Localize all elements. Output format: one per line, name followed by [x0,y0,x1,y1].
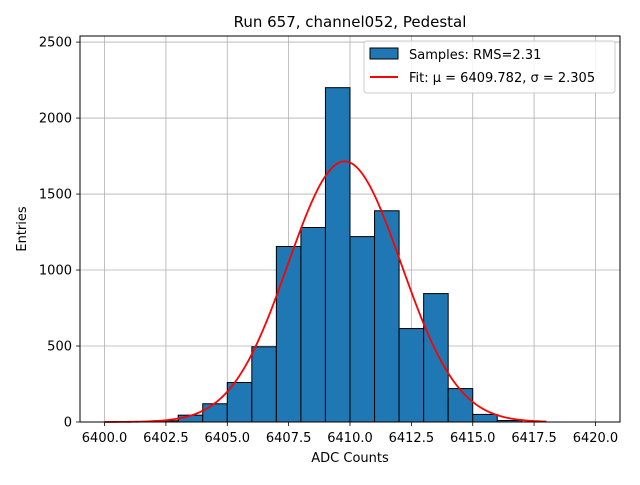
legend-histogram-swatch [369,47,399,60]
histogram-bar [398,328,425,423]
y-axis-ticks: 0 500 1000 1500 2000 2500 [39,36,80,431]
histogram-bars [153,87,523,423]
fit-curve-layer [104,160,547,423]
histogram-bar [300,226,326,423]
y-tick-label: 500 [47,340,72,355]
histogram-bar [349,236,376,423]
x-tick-label: 6407.5 [266,431,312,446]
y-axis-label: Entries [15,206,30,252]
x-tick-label: 6417.5 [511,431,557,446]
y-tick-label: 2500 [39,36,72,51]
histogram-bar [447,388,474,423]
x-tick-label: 6415.0 [450,431,496,446]
x-tick-label: 6405.0 [205,431,251,446]
chart-title: Run 657, channel052, Pedestal [234,13,467,31]
x-tick-label: 6420.0 [573,431,619,446]
histogram-bar [374,210,400,423]
histogram-bar [202,403,228,423]
y-tick-label: 0 [64,416,72,431]
x-axis-ticks: 6400.0 6402.5 6405.0 6407.5 6410.0 6412.5 6415… [82,422,618,446]
x-axis-label: ADC Counts [311,451,389,466]
y-tick-label: 1500 [39,188,72,203]
histogram-bar [275,245,302,423]
x-tick-label: 6410.0 [327,431,373,446]
legend-fit-label: Fit: μ = 6409.782, σ = 2.305 [409,71,595,86]
y-tick-label: 1000 [39,264,72,279]
legend: Samples: RMS=2.31 Fit: μ = 6409.782, σ =… [363,40,616,94]
histogram-bar [324,87,351,423]
histogram-bar [251,346,277,423]
histogram-bar [472,413,498,423]
histogram-bar [226,381,253,423]
legend-histogram-label: Samples: RMS=2.31 [409,48,541,63]
x-tick-label: 6400.0 [82,431,128,446]
fit-curve [104,160,547,423]
x-tick-label: 6402.5 [143,431,189,446]
histogram-bar [423,293,449,423]
legend-box [363,40,616,94]
x-tick-label: 6412.5 [389,431,435,446]
y-tick-label: 2000 [39,112,72,127]
